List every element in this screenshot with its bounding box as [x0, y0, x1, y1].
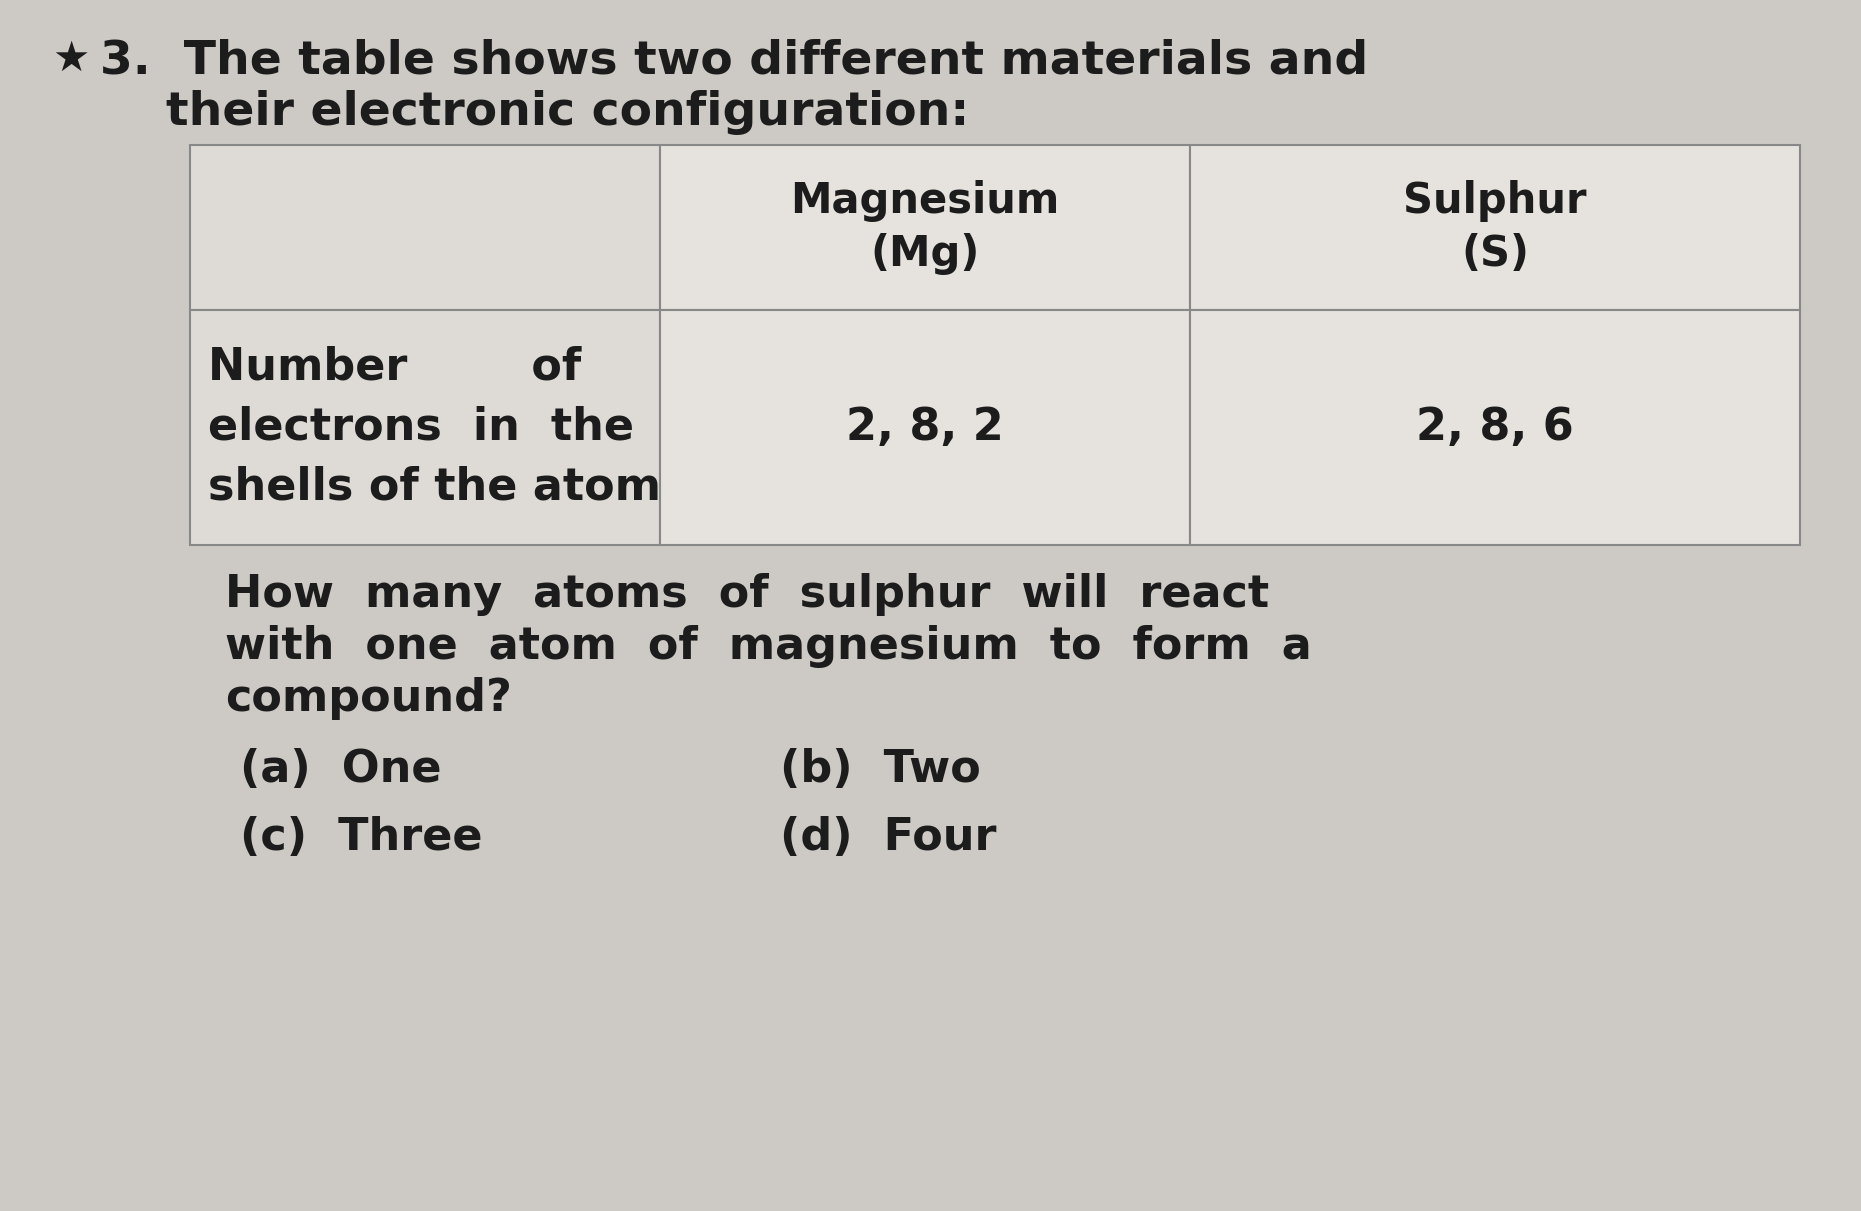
- Bar: [661, 145, 1189, 310]
- Text: How  many  atoms  of  sulphur  will  react: How many atoms of sulphur will react: [225, 573, 1269, 616]
- Bar: [1189, 310, 1800, 545]
- Text: Magnesium
(Mg): Magnesium (Mg): [791, 179, 1059, 275]
- Text: Number        of
electrons  in  the
shells of the atom: Number of electrons in the shells of the…: [208, 346, 661, 509]
- Text: with  one  atom  of  magnesium  to  form  a: with one atom of magnesium to form a: [225, 625, 1312, 668]
- Text: (d)  Four: (d) Four: [780, 816, 996, 859]
- Bar: [190, 145, 661, 310]
- Text: (b)  Two: (b) Two: [780, 748, 981, 791]
- Text: 3.  The table shows two different materials and: 3. The table shows two different materia…: [100, 38, 1368, 84]
- Text: 2, 8, 2: 2, 8, 2: [847, 406, 1003, 449]
- Bar: [190, 310, 661, 545]
- Text: 2, 8, 6: 2, 8, 6: [1416, 406, 1574, 449]
- Text: their electronic configuration:: their electronic configuration:: [100, 90, 970, 134]
- Text: Sulphur
(S): Sulphur (S): [1403, 179, 1587, 275]
- Bar: [1189, 145, 1800, 310]
- Text: ★: ★: [52, 38, 89, 80]
- Bar: [661, 310, 1189, 545]
- Text: (c)  Three: (c) Three: [240, 816, 482, 859]
- Text: (a)  One: (a) One: [240, 748, 441, 791]
- Text: compound?: compound?: [225, 677, 512, 721]
